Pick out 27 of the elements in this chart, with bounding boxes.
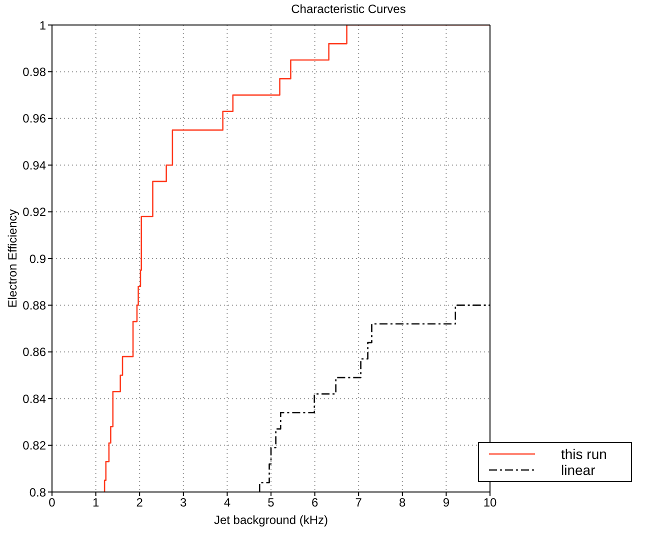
y-tick-label: 0.98 (22, 64, 46, 79)
legend-label: this run (561, 446, 607, 462)
x-tick-label: 6 (311, 496, 318, 510)
x-tick-label: 8 (399, 496, 406, 510)
x-axis-title: Jet background (kHz) (214, 513, 328, 527)
y-tick-label: 0.84 (22, 392, 46, 406)
y-tick-label: 0.8 (29, 485, 46, 500)
y-tick-label: 0.82 (22, 438, 46, 453)
x-tick-label: 7 (355, 496, 362, 510)
y-tick-label: 0.86 (22, 345, 46, 360)
x-tick-label: 3 (180, 496, 188, 510)
x-tick-label: 1 (92, 496, 100, 510)
y-axis-title: Electron Efficiency (5, 209, 20, 308)
x-tick-label: 9 (442, 496, 450, 510)
legend-label: linear (561, 462, 596, 478)
x-tick-label: 0 (48, 496, 56, 510)
x-tick-label: 5 (268, 496, 275, 510)
y-tick-label: 0.96 (22, 112, 46, 126)
x-tick-label: 10 (483, 496, 497, 510)
chart-title: Characteristic Curves (290, 2, 407, 16)
y-tick-label: 0.92 (22, 205, 46, 220)
x-tick-label: 2 (136, 496, 144, 510)
y-tick-label: 0.94 (22, 158, 46, 172)
y-tick-label: 0.9 (29, 252, 46, 266)
y-tick-label: 1 (39, 18, 46, 32)
y-tick-label: 0.88 (22, 298, 46, 312)
x-tick-label: 4 (224, 496, 231, 510)
